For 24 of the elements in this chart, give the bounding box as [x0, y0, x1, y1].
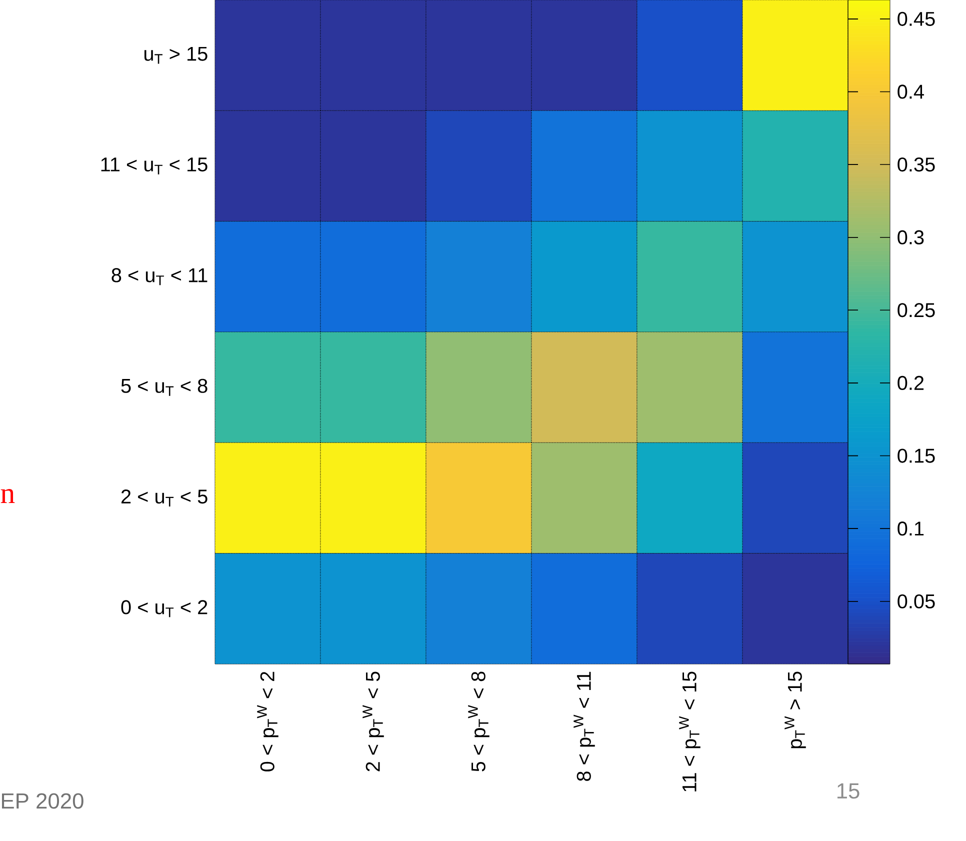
x-tick-label: 8 < p$_{T}$$^{W}$ < 11 [574, 672, 595, 781]
x-tick-label: 11 < p$_{T}$$^{W}$ < 15 [679, 672, 700, 792]
x-tick-label: 0 < p$_{T}$$^{W}$ < 2 [257, 672, 278, 772]
color-bar-label: 0.45 [898, 12, 935, 26]
y-tick-label: 5 < u$_{T}$ < 8 [121, 378, 208, 396]
color-bar-label: 0.35 [898, 157, 935, 172]
x-tick-label: 5 < p$_{T}$$^{W}$ < 8 [468, 672, 490, 772]
color-bar-label: 0.1 [898, 522, 924, 536]
color-bar-label: 0.15 [898, 448, 935, 463]
text: EP 2020 [2, 793, 84, 809]
text: 15 [837, 783, 860, 799]
text: n [0, 488, 15, 504]
color-bar-label: 0.3 [898, 230, 924, 244]
y-tick-label: 2 < u$_{T}$ < 5 [121, 490, 208, 507]
color-bar-label: 0.4 [898, 84, 924, 99]
color-bar-label: 0.2 [898, 376, 924, 390]
x-tick-label: 2 < p$_{T}$$^{W}$ < 5 [362, 672, 384, 772]
y-tick-label: u$_{T}$ > 15 [144, 46, 208, 64]
color-bar-label: 0.05 [898, 594, 935, 608]
y-tick-label: 11 < u$_{T}$ < 15 [101, 158, 208, 174]
x-tick-label: p$_{T}$$^{W}$ > 15 [784, 672, 806, 748]
y-tick-label: 0 < u$_{T}$ < 2 [121, 600, 208, 618]
y-tick-label: 8 < u$_{T}$ < 11 [112, 268, 208, 286]
color-bar-label: 0.25 [898, 303, 935, 318]
